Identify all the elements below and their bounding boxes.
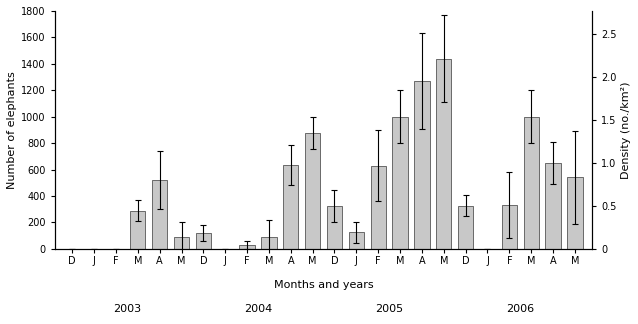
Bar: [524, 117, 539, 249]
Bar: [349, 232, 364, 249]
Bar: [545, 163, 561, 249]
Bar: [501, 205, 517, 249]
Text: 2006: 2006: [506, 304, 534, 314]
Bar: [152, 180, 167, 249]
Bar: [414, 81, 429, 249]
Bar: [392, 117, 408, 249]
Bar: [458, 206, 473, 249]
Bar: [130, 211, 145, 249]
Bar: [305, 133, 320, 249]
Bar: [174, 237, 189, 249]
Text: 2004: 2004: [244, 304, 272, 314]
Y-axis label: Number of elephants: Number of elephants: [7, 71, 17, 189]
Bar: [371, 166, 386, 249]
Bar: [196, 233, 211, 249]
Text: 2003: 2003: [113, 304, 141, 314]
Bar: [567, 178, 582, 249]
Text: 2005: 2005: [375, 304, 403, 314]
Bar: [283, 165, 299, 249]
Bar: [239, 245, 255, 249]
X-axis label: Months and years: Months and years: [274, 280, 373, 290]
Y-axis label: Density (no./km²): Density (no./km²): [621, 81, 631, 179]
Bar: [436, 59, 452, 249]
Bar: [327, 206, 342, 249]
Bar: [262, 237, 277, 249]
